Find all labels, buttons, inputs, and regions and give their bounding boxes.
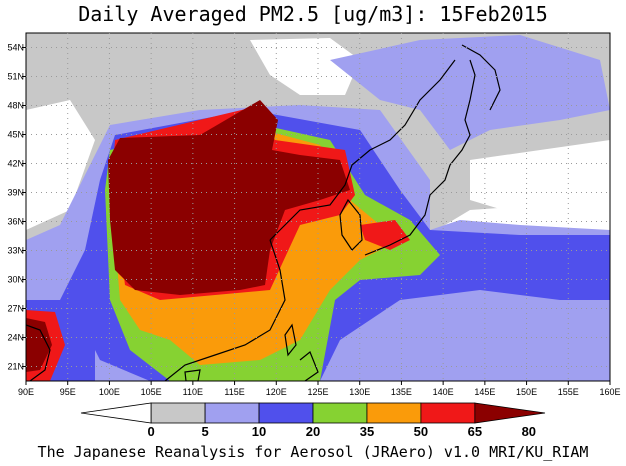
lat-label: 36N: [7, 217, 24, 227]
lat-label: 45N: [7, 130, 24, 140]
coastline-china-south: [164, 239, 286, 381]
white-sea-north: [250, 38, 360, 95]
colorbar-tick-label: 35: [360, 424, 374, 439]
lat-label: 33N: [7, 246, 24, 256]
longitude-labels: 90E 95E 100E 105E 110E 115E 120E 125E 130E 135E 14…: [18, 381, 621, 397]
colorbar-arrow-high: [474, 402, 546, 424]
darkred-field: [108, 100, 350, 295]
lat-label: 42N: [7, 159, 24, 169]
lon-label: 115E: [224, 387, 244, 397]
lat-label: 48N: [7, 101, 24, 111]
white-ocean-east: [470, 140, 610, 225]
lat-label: 30N: [7, 275, 24, 285]
lon-label: 95E: [60, 387, 76, 397]
lon-label: 120E: [266, 387, 287, 397]
lon-label: 150E: [516, 387, 537, 397]
lat-label: 27N: [7, 304, 24, 314]
colorbar-tick-label: 0: [148, 424, 155, 439]
colorbar-segment: [420, 402, 476, 424]
lightblue-north: [330, 35, 610, 150]
colorbar-segment: [204, 402, 260, 424]
lon-label: 160E: [599, 387, 620, 397]
lon-label: 100E: [99, 387, 120, 397]
colorbar-tick-label: 50: [414, 424, 428, 439]
white-west: [26, 100, 95, 230]
coastline-mainland: [269, 59, 456, 241]
lat-label: 51N: [7, 72, 24, 82]
coastline-japan: [364, 44, 501, 256]
colorbar: 0 5 10 20 35 50 65 80: [80, 402, 546, 439]
coastline-hainan: [184, 369, 201, 381]
red-korea-japan: [360, 220, 410, 250]
colorbar-segment: [312, 402, 368, 424]
colorbar-segment: [366, 402, 422, 424]
colorbar-tick-label: 5: [201, 424, 208, 439]
map-title: Daily Averaged PM2.5 [ug/m3]: 15Feb2015: [78, 2, 548, 26]
colorbar-tick-label: 65: [468, 424, 482, 439]
lon-label: 155E: [558, 387, 579, 397]
lon-label: 145E: [474, 387, 495, 397]
colorbar-tick-label: 80: [522, 424, 536, 439]
southwest-plume-darkred: [26, 318, 52, 372]
lon-label: 90E: [18, 387, 34, 397]
lon-label: 140E: [433, 387, 454, 397]
lon-label: 125E: [307, 387, 328, 397]
colorbar-tick-label: 20: [306, 424, 320, 439]
lat-label: 54N: [7, 43, 24, 53]
colorbar-tick-label: 10: [252, 424, 266, 439]
lon-label: 105E: [141, 387, 162, 397]
coastline-indochina: [26, 324, 51, 381]
coastline-taiwan: [284, 323, 297, 357]
lat-label: 21N: [7, 362, 24, 372]
lon-label: 130E: [349, 387, 370, 397]
lat-label: 39N: [7, 188, 24, 198]
coastline-philippines: [299, 351, 319, 381]
colorbar-segment: [150, 402, 206, 424]
colorbar-segment: [258, 402, 314, 424]
lon-label: 110E: [183, 387, 203, 397]
latitude-labels: 54N 51N 48N 45N 42N 39N 36N 33N 30N 27N 24N 21N: [7, 43, 26, 372]
lat-label: 24N: [7, 333, 24, 343]
graticule: [26, 33, 610, 381]
credit-footer: The Japanese Reanalysis for Aerosol (JRA…: [37, 443, 589, 461]
colorbar-arrow-low: [80, 402, 152, 424]
lon-label: 135E: [391, 387, 412, 397]
